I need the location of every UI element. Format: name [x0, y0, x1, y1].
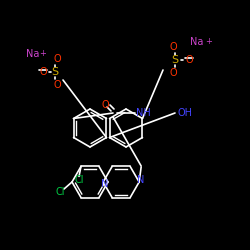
Text: S: S: [172, 55, 178, 65]
Text: OH: OH: [178, 108, 192, 118]
Text: S: S: [52, 67, 59, 77]
Text: O: O: [39, 67, 47, 77]
Text: +: +: [40, 50, 46, 58]
Text: NH: NH: [136, 108, 150, 118]
Text: Na: Na: [26, 49, 40, 59]
Text: Cl: Cl: [55, 187, 65, 197]
Text: Cl: Cl: [74, 176, 84, 186]
Text: O: O: [53, 80, 61, 90]
Text: Na: Na: [190, 37, 204, 47]
Text: O: O: [53, 54, 61, 64]
Text: N: N: [102, 179, 109, 189]
Text: N: N: [138, 175, 145, 185]
Text: O: O: [185, 55, 193, 65]
Text: +: +: [206, 38, 212, 46]
Text: O: O: [169, 68, 177, 78]
Text: O: O: [101, 100, 109, 110]
Text: O: O: [169, 42, 177, 52]
